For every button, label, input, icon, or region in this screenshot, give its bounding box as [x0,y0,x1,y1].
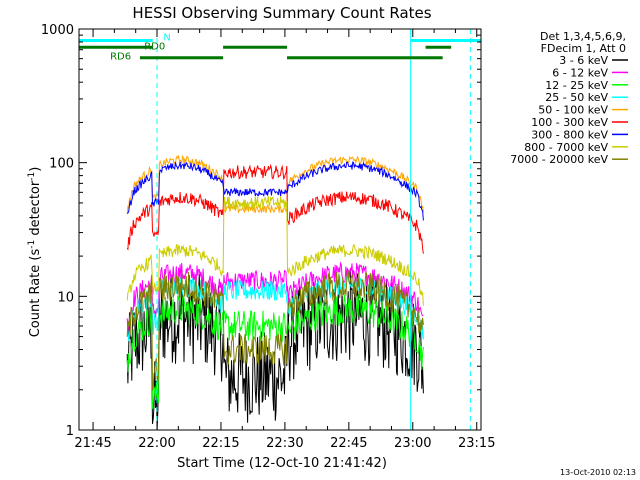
legend-entry-label-7: 800 - 7000 keV [524,141,608,154]
y-tick-label-3: 1000 [41,23,74,38]
x-tick-label-6: 23:15 [458,436,495,451]
flag-label-n: N [163,33,170,44]
series-line-4 [126,154,424,215]
legend-entry-label-6: 300 - 800 keV [531,128,608,141]
legend-entry-label-1: 6 - 12 keV [552,66,608,79]
x-tick-label-0: 21:45 [74,436,111,451]
legend-entry-label-2: 12 - 25 keV [545,79,608,92]
x-tick-label-5: 23:00 [394,436,431,451]
flag-label-rd0: RD0 [144,42,165,53]
x-tick-label-1: 22:00 [138,436,175,451]
legend: Det 1,3,4,5,6,9, FDecim 1, Att 0 3 - 6 k… [510,30,628,166]
y-axis-label: Count Rate (s-1 detector-1) [27,167,43,338]
series-line-1 [126,261,424,332]
legend-header-line-2: FDecim 1, Att 0 [541,42,626,55]
series-line-8 [126,269,424,391]
y-tick-label-0: 1 [66,424,74,439]
x-tick-label-3: 22:30 [266,436,303,451]
legend-entry-label-0: 3 - 6 keV [559,54,608,67]
y-tick-label-2: 100 [49,157,74,172]
legend-entry-label-8: 7000 - 20000 keV [510,153,608,166]
axes: 1 10 100 1000 21:45 22:00 22:15 22:30 22:45 23:00… [41,23,496,451]
series-line-0 [126,271,424,430]
series-line-6 [127,161,424,221]
chart-title: HESSI Observing Summary Count Rates [132,4,431,22]
flag-label-rd6: RD6 [110,52,131,63]
series-line-3 [126,273,424,342]
legend-entry-label-3: 25 - 50 keV [545,91,608,104]
footer-date: 13-Oct-2010 02:13 [560,468,636,477]
x-tick-label-2: 22:15 [202,436,239,451]
y-tick-label-1: 10 [57,290,74,305]
x-tick-label-4: 22:45 [330,436,367,451]
legend-entry-label-4: 50 - 100 keV [538,104,608,117]
plot-frame [78,28,482,431]
series-line-5 [126,163,424,254]
x-axis-label: Start Time (12-Oct-10 21:41:42) [177,456,387,471]
legend-entry-label-5: 100 - 300 keV [531,116,608,129]
legend-header-line-1: Det 1,3,4,5,6,9, [540,30,626,43]
series-line-7 [126,196,424,306]
series-line-2 [126,293,424,409]
